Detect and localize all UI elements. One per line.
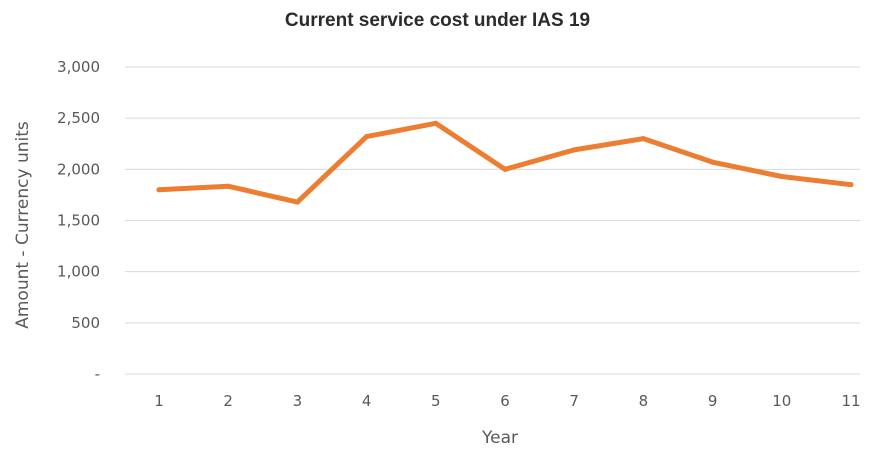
- data-point: [433, 120, 439, 126]
- x-tick-label: 7: [569, 392, 579, 410]
- y-tick-label: 2,500: [57, 109, 100, 127]
- data-point: [156, 187, 162, 193]
- y-tick-label: 1,500: [57, 212, 100, 230]
- x-tick-label: 11: [841, 392, 860, 410]
- x-tick-label: 8: [639, 392, 649, 410]
- x-tick-label: 3: [293, 392, 303, 410]
- data-point: [294, 199, 300, 205]
- data-point: [364, 134, 370, 140]
- x-tick-label: 9: [708, 392, 718, 410]
- series-line: [156, 120, 854, 205]
- chart-title: Current service cost under IAS 19: [284, 10, 591, 31]
- y-tick-label: -: [95, 365, 100, 383]
- data-point: [848, 182, 854, 188]
- x-tick-label: 5: [431, 392, 441, 410]
- data-point: [779, 173, 785, 179]
- data-point: [225, 183, 231, 189]
- x-axis-title: Year: [482, 428, 518, 448]
- y-tick-label: 500: [71, 314, 100, 332]
- x-tick-label: 1: [154, 392, 164, 410]
- data-point: [640, 136, 646, 142]
- x-tick-label: 10: [772, 392, 791, 410]
- x-tick-label: 4: [362, 392, 372, 410]
- x-tick-label: 2: [223, 392, 233, 410]
- x-tick-label: 6: [500, 392, 510, 410]
- y-tick-label: 3,000: [57, 58, 100, 76]
- y-tick-label: 1,000: [57, 263, 100, 281]
- data-point: [710, 159, 716, 165]
- data-point: [571, 147, 577, 153]
- data-point: [502, 166, 508, 172]
- y-tick-label: 2,000: [57, 160, 100, 178]
